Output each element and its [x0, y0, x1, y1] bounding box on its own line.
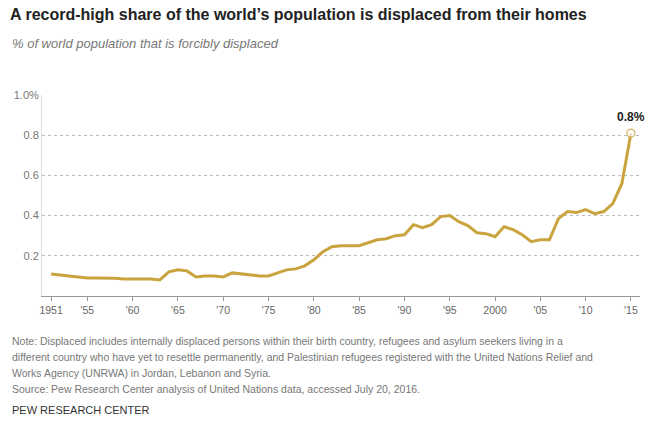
svg-text:Note: Displaced includes inter: Note: Displaced includes internally disp…: [12, 335, 563, 347]
svg-text:PEW RESEARCH CENTER: PEW RESEARCH CENTER: [12, 404, 150, 416]
svg-text:2000: 2000: [483, 304, 507, 316]
svg-text:different country who have yet: different country who have yet to resett…: [12, 351, 593, 363]
svg-text:1.0%: 1.0%: [14, 89, 39, 101]
svg-text:% of world population that is: % of world population that is forcibly d…: [12, 36, 279, 51]
svg-text:'15: '15: [624, 304, 638, 316]
svg-text:'05: '05: [533, 304, 547, 316]
svg-text:0.6: 0.6: [24, 169, 39, 181]
svg-text:'70: '70: [216, 304, 230, 316]
svg-text:'65: '65: [171, 304, 185, 316]
svg-text:Source: Pew Research Center an: Source: Pew Research Center analysis of …: [12, 383, 420, 395]
svg-text:'60: '60: [126, 304, 140, 316]
svg-text:Works Agency (UNRWA) in Jordan: Works Agency (UNRWA) in Jordan, Lebanon …: [12, 367, 271, 379]
svg-text:0.2: 0.2: [24, 250, 39, 262]
svg-text:'90: '90: [398, 304, 412, 316]
svg-text:'75: '75: [262, 304, 276, 316]
svg-text:1951: 1951: [39, 304, 63, 316]
svg-text:0.8%: 0.8%: [617, 110, 645, 124]
svg-text:'95: '95: [443, 304, 457, 316]
svg-text:'85: '85: [352, 304, 366, 316]
svg-text:0.4: 0.4: [24, 209, 39, 221]
svg-text:'55: '55: [80, 304, 94, 316]
svg-text:A record-high share of the wor: A record-high share of the world’s popul…: [10, 6, 587, 23]
svg-text:0.8: 0.8: [24, 129, 39, 141]
svg-text:'10: '10: [579, 304, 593, 316]
svg-text:'80: '80: [307, 304, 321, 316]
